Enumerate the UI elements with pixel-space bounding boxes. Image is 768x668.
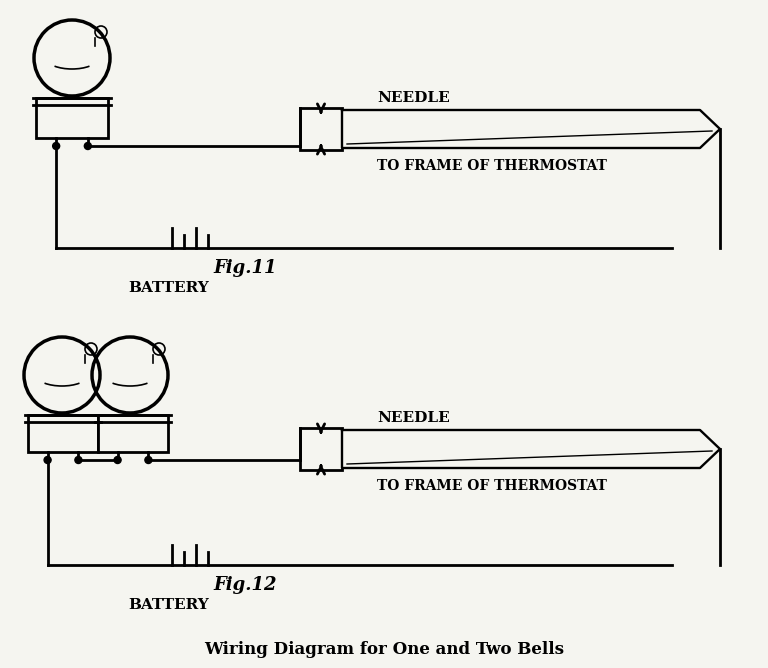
Text: Wiring Diagram for One and Two Bells: Wiring Diagram for One and Two Bells — [204, 641, 564, 659]
Text: BATTERY: BATTERY — [128, 281, 209, 295]
Bar — [36, 98, 108, 138]
Text: Fig.11: Fig.11 — [214, 259, 276, 277]
Text: NEEDLE: NEEDLE — [377, 91, 450, 105]
Text: TO FRAME OF THERMOSTAT: TO FRAME OF THERMOSTAT — [377, 159, 607, 173]
Circle shape — [53, 142, 60, 150]
Circle shape — [75, 456, 82, 464]
Polygon shape — [342, 110, 720, 148]
Bar — [98, 415, 168, 452]
Text: NEEDLE: NEEDLE — [377, 411, 450, 425]
Bar — [300, 108, 342, 150]
Text: TO FRAME OF THERMOSTAT: TO FRAME OF THERMOSTAT — [377, 479, 607, 493]
Text: Fig.12: Fig.12 — [214, 576, 276, 594]
Circle shape — [145, 456, 152, 464]
Polygon shape — [342, 430, 720, 468]
Bar — [28, 415, 98, 452]
Bar — [300, 428, 342, 470]
Circle shape — [44, 456, 51, 464]
Circle shape — [114, 456, 121, 464]
Text: BATTERY: BATTERY — [128, 598, 209, 612]
Circle shape — [84, 142, 91, 150]
